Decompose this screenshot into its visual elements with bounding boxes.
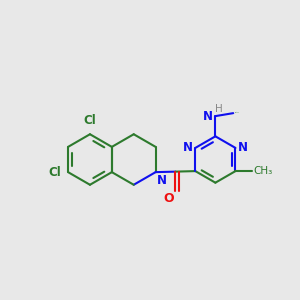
Text: H: H: [215, 104, 223, 114]
Text: N: N: [183, 141, 193, 154]
Text: CH₃: CH₃: [253, 166, 272, 176]
Text: N: N: [238, 141, 248, 154]
Text: methyl: methyl: [235, 112, 240, 113]
Text: N: N: [157, 174, 167, 187]
Text: O: O: [163, 192, 174, 206]
Text: Cl: Cl: [48, 166, 61, 178]
Text: Cl: Cl: [84, 114, 96, 127]
Text: N: N: [202, 110, 212, 123]
